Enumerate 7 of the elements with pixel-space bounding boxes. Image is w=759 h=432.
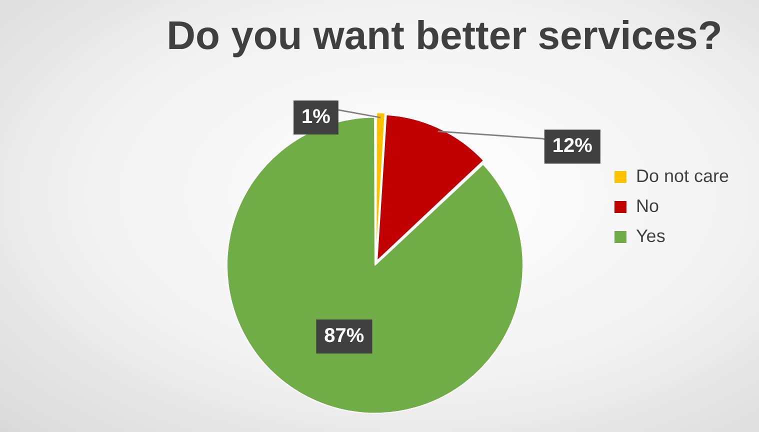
legend-label: Do not care [636, 166, 730, 186]
legend-label: Yes [636, 226, 666, 246]
data-label: 1% [302, 106, 331, 128]
data-label: 87% [324, 324, 364, 347]
chart-title: Do you want better services? [166, 14, 722, 58]
legend-label: No [636, 196, 659, 216]
data-label: 12% [552, 135, 593, 158]
